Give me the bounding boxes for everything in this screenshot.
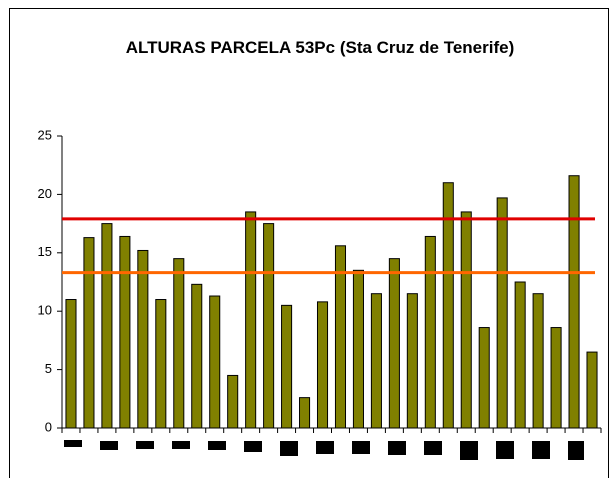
bar (245, 211, 257, 429)
bar (370, 293, 382, 429)
chart-title: ALTURAS PARCELA 53Pc (Sta Cruz de Teneri… (125, 38, 515, 57)
bar (532, 293, 544, 429)
bar (65, 299, 77, 429)
bar (352, 269, 364, 429)
bar (388, 258, 400, 429)
bar (316, 301, 329, 429)
bar (568, 175, 580, 429)
bar (496, 197, 508, 429)
y-tick-label: 20 (38, 186, 52, 201)
bar (586, 351, 598, 429)
bar (460, 211, 472, 429)
bar (514, 281, 526, 429)
bar (119, 235, 131, 429)
bar (191, 283, 203, 429)
bar (137, 249, 149, 429)
bar (101, 223, 113, 429)
y-tick-label: 5 (45, 361, 52, 376)
bar (299, 397, 311, 429)
bar (406, 293, 418, 429)
bar (209, 295, 221, 429)
bar (263, 223, 275, 429)
bar (83, 237, 95, 429)
bar (227, 374, 239, 429)
bar (550, 327, 562, 429)
bar (478, 327, 490, 429)
y-tick-label: 0 (45, 419, 52, 434)
bar (424, 235, 436, 429)
y-tick-label: 10 (38, 303, 52, 318)
y-tick-label: 25 (38, 127, 52, 142)
redacted-labels (64, 440, 584, 460)
bar (281, 304, 293, 429)
bar (173, 258, 185, 429)
y-tick-label: 15 (38, 244, 52, 259)
bar (155, 299, 167, 429)
